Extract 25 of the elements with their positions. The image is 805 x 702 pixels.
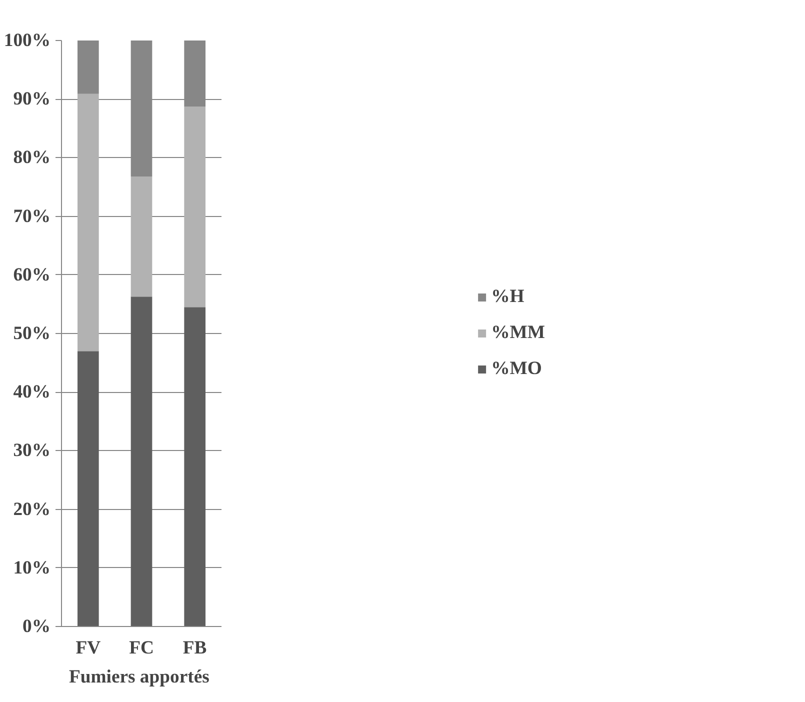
y-tick-label: 70% bbox=[13, 206, 50, 227]
y-tick-label: 20% bbox=[13, 498, 50, 520]
legend-label: %MM bbox=[491, 322, 545, 344]
y-tick-label: 90% bbox=[13, 88, 50, 110]
bar bbox=[130, 176, 152, 297]
y-tick-label: 40% bbox=[13, 382, 50, 403]
bar bbox=[78, 94, 99, 352]
bar bbox=[78, 351, 99, 626]
x-tick-label: FC bbox=[129, 638, 154, 658]
bar bbox=[130, 296, 152, 626]
y-tick-label: 50% bbox=[13, 323, 50, 344]
y-tick-label: 60% bbox=[13, 264, 50, 286]
y-tick-label: 100% bbox=[4, 30, 50, 51]
y-tick-label: 30% bbox=[13, 440, 50, 462]
x-tick-label: FV bbox=[76, 638, 102, 658]
x-tick-label: FB bbox=[182, 638, 207, 658]
bar bbox=[184, 307, 206, 626]
y-tick-label: 0% bbox=[22, 616, 50, 637]
bar bbox=[78, 40, 99, 94]
bar bbox=[184, 106, 206, 308]
legend-label: %H bbox=[491, 286, 524, 308]
legend-label: %MO bbox=[491, 358, 542, 380]
y-tick-label: 10% bbox=[13, 557, 50, 578]
x-axis-title: Fumiers apportés bbox=[68, 666, 210, 688]
y-tick-label: 80% bbox=[13, 147, 50, 168]
